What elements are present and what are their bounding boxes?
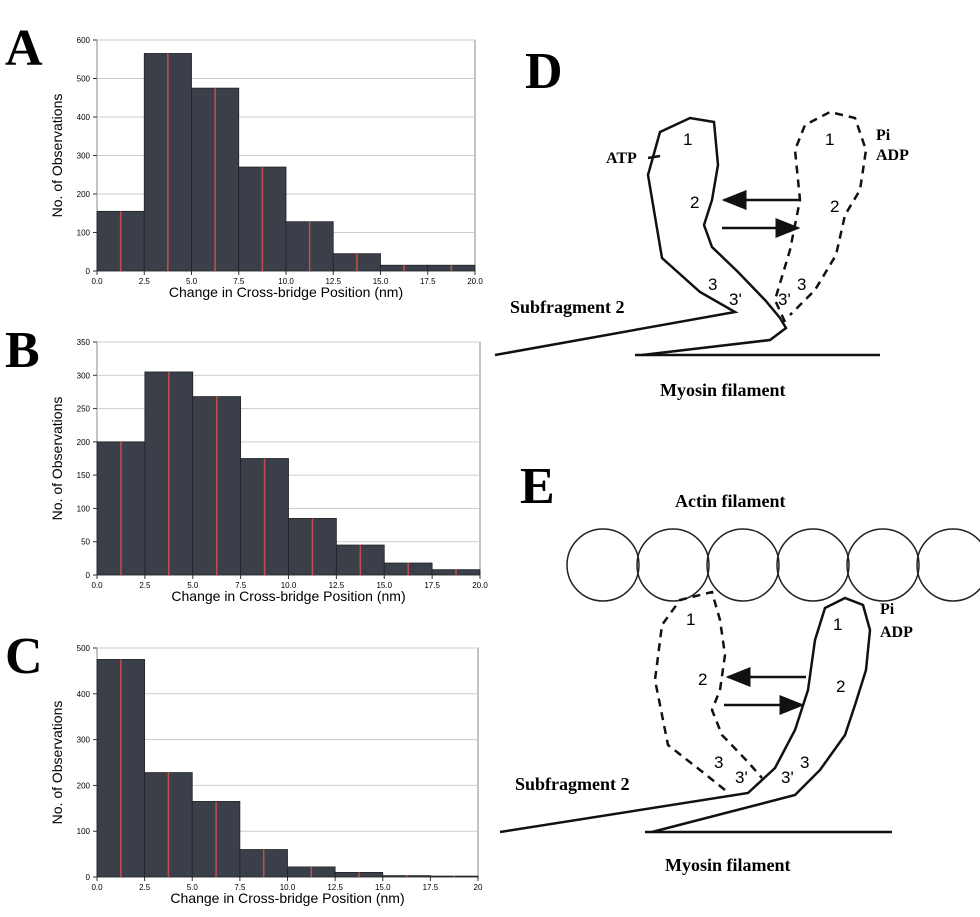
x-tick-label: 12.5 xyxy=(325,277,341,286)
leader xyxy=(647,154,661,160)
label: ADP xyxy=(880,624,913,641)
y-tick-label: 100 xyxy=(77,229,91,238)
x-tick-label: 7.5 xyxy=(235,581,247,590)
myosin-head-dashed xyxy=(773,110,868,323)
y-axis-label: No. of Observations xyxy=(49,94,65,218)
y-tick-label: 300 xyxy=(77,371,91,380)
y-tick-label: 250 xyxy=(77,405,91,414)
diagram-e: E Actin filament 1 2 3 3' 1 2 3' 3 Pi AD… xyxy=(499,458,980,875)
label: Pi xyxy=(876,127,891,144)
label: 1 xyxy=(683,130,692,149)
x-tick-label: 2.5 xyxy=(139,883,151,892)
y-tick-label: 200 xyxy=(77,781,91,790)
x-tick-label: 17.5 xyxy=(423,883,439,892)
y-tick-label: 400 xyxy=(77,690,91,699)
x-tick-label: 20.0 xyxy=(472,581,488,590)
panel-label: C xyxy=(5,628,43,685)
myosin-head xyxy=(494,116,788,357)
panel-label: D xyxy=(525,43,563,100)
label: 2 xyxy=(830,197,839,216)
x-axis-label: Change in Cross-bridge Position (nm) xyxy=(169,284,403,300)
x-tick-label: 2.5 xyxy=(139,277,151,286)
x-tick-label: 15.0 xyxy=(373,277,389,286)
x-tick-label: 10.0 xyxy=(280,883,296,892)
x-tick-label: 15.0 xyxy=(376,581,392,590)
x-tick-label: 0.0 xyxy=(91,277,103,286)
label: 2 xyxy=(698,670,707,689)
diagram-d: D ATP 1 2 3 3' 1 2 3' 3 Pi ADP Subfragme… xyxy=(494,43,909,400)
x-tick-label: 2.5 xyxy=(139,581,151,590)
label: ADP xyxy=(876,147,909,164)
y-tick-label: 100 xyxy=(77,827,91,836)
x-tick-label: 7.5 xyxy=(234,883,246,892)
label: Pi xyxy=(880,601,895,618)
y-tick-label: 0 xyxy=(86,873,91,882)
x-tick-label: 10.0 xyxy=(281,581,297,590)
label: 3 xyxy=(714,753,723,772)
x-tick-label: 12.5 xyxy=(329,581,345,590)
x-tick-label: 0.0 xyxy=(91,883,103,892)
label: 1 xyxy=(833,615,842,634)
x-tick-label: 5.0 xyxy=(187,883,199,892)
y-tick-label: 0 xyxy=(86,267,91,276)
x-tick-label: 12.5 xyxy=(327,883,343,892)
label: 3 xyxy=(708,275,717,294)
label: Subfragment 2 xyxy=(510,297,625,317)
y-axis-label: No. of Observations xyxy=(49,397,65,521)
y-axis-label: No. of Observations xyxy=(49,701,65,825)
label: 2 xyxy=(836,677,845,696)
y-tick-label: 300 xyxy=(77,736,91,745)
y-tick-label: 350 xyxy=(77,338,91,347)
label: 3' xyxy=(735,768,748,787)
y-tick-label: 200 xyxy=(77,438,91,447)
panel-label: B xyxy=(5,322,40,379)
y-tick-label: 0 xyxy=(86,571,91,580)
y-tick-label: 200 xyxy=(77,190,91,199)
myosin-head xyxy=(499,596,872,834)
label: 3 xyxy=(800,753,809,772)
label: Actin filament xyxy=(675,491,785,511)
y-tick-label: 400 xyxy=(77,113,91,122)
label: Subfragment 2 xyxy=(515,774,630,794)
label: 3 xyxy=(797,275,806,294)
x-tick-label: 17.5 xyxy=(420,277,436,286)
panel-label: A xyxy=(5,20,43,77)
y-tick-label: 500 xyxy=(77,75,91,84)
label: Myosin filament xyxy=(660,380,786,400)
x-tick-label: 7.5 xyxy=(233,277,245,286)
y-tick-label: 150 xyxy=(77,471,91,480)
x-axis-label: Change in Cross-bridge Position (nm) xyxy=(170,890,404,906)
x-tick-label: 10.0 xyxy=(278,277,294,286)
x-tick-label: 20 xyxy=(474,883,483,892)
y-tick-label: 600 xyxy=(77,36,91,45)
x-tick-label: 5.0 xyxy=(186,277,198,286)
y-tick-label: 500 xyxy=(77,644,91,653)
panel-label: E xyxy=(520,458,555,515)
x-axis-label: Change in Cross-bridge Position (nm) xyxy=(171,588,405,604)
label: 1 xyxy=(686,610,695,629)
label: 1 xyxy=(825,130,834,149)
y-tick-label: 300 xyxy=(77,152,91,161)
label: 3' xyxy=(778,290,791,309)
x-tick-label: 17.5 xyxy=(424,581,440,590)
label: Myosin filament xyxy=(665,855,791,875)
label: 3' xyxy=(729,290,742,309)
label: 3' xyxy=(781,768,794,787)
x-tick-label: 0.0 xyxy=(91,581,103,590)
x-tick-label: 5.0 xyxy=(187,581,199,590)
label: ATP xyxy=(606,150,637,167)
myosin-head-dashed xyxy=(653,590,763,791)
label: 2 xyxy=(690,193,699,212)
y-tick-label: 50 xyxy=(81,538,90,547)
x-tick-label: 20.0 xyxy=(467,277,483,286)
x-tick-label: 15.0 xyxy=(375,883,391,892)
actin xyxy=(566,528,980,602)
y-tick-label: 100 xyxy=(77,504,91,513)
